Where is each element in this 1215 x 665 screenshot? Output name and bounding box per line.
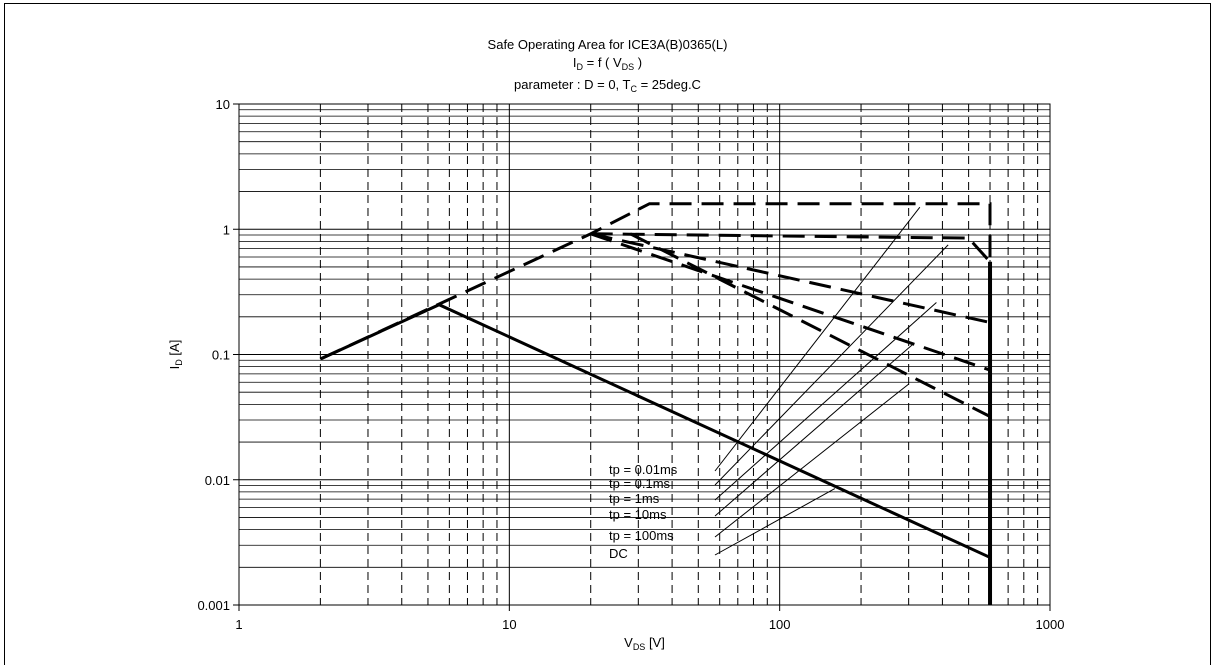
subtitle-symbol-subscript: D [576, 62, 584, 72]
x-tick-label: 1 [235, 617, 242, 632]
series-line-3 [590, 232, 991, 372]
y-tick-label: 0.001 [197, 598, 230, 613]
annotation-leader-line [714, 302, 937, 501]
series-line-4 [629, 232, 991, 418]
annotation-label: tp = 0.1ms [609, 476, 671, 491]
series-line-1 [590, 232, 992, 263]
y-tick-label: 0.1 [212, 348, 230, 363]
y-tick-label: 10 [216, 97, 230, 112]
y-tick-label: 0.01 [205, 473, 230, 488]
parameter-prefix: parameter : D = 0, T [514, 77, 631, 92]
subtitle-function: = f ( V [583, 55, 622, 70]
chart-title: Safe Operating Area for ICE3A(B)0365(L) [487, 37, 728, 52]
x-tick-label: 100 [769, 617, 791, 632]
subtitle-close: ) [634, 55, 643, 70]
parameter-suffix: = 25deg.C [636, 77, 701, 92]
subtitle-symbol: I [572, 55, 577, 70]
chart-frame [4, 3, 1211, 665]
subtitle-function-subscript: DS [621, 62, 635, 72]
x-tick-label: 1000 [1036, 617, 1065, 632]
y-tick-label: 1 [223, 222, 230, 237]
chart-parameter-line: parameter : D = 0, TC = 25deg.C [0, 77, 1215, 97]
annotation-leader-line [714, 383, 909, 538]
annotation-leader-line [714, 244, 949, 486]
y-axis-title: ID [A] [167, 340, 184, 370]
series-line-2 [590, 232, 991, 324]
annotation-label: DC [609, 546, 628, 561]
annotation-label: tp = 100ms [609, 528, 674, 543]
annotation-leader-line [714, 488, 836, 556]
parameter-subscript: C [630, 84, 637, 94]
annotation-leader-line [714, 206, 921, 472]
x-tick-label: 10 [502, 617, 516, 632]
annotation-label: tp = 0.01ms [609, 462, 678, 477]
chart-subtitle: ID = f ( VDS ) [0, 55, 1215, 75]
annotation-label: tp = 10ms [609, 507, 667, 522]
annotation-label: tp = 1ms [609, 491, 660, 506]
series-lines [319, 202, 993, 605]
annotation-leader-line [714, 344, 913, 517]
x-axis-title: VDS [V] [624, 635, 665, 652]
